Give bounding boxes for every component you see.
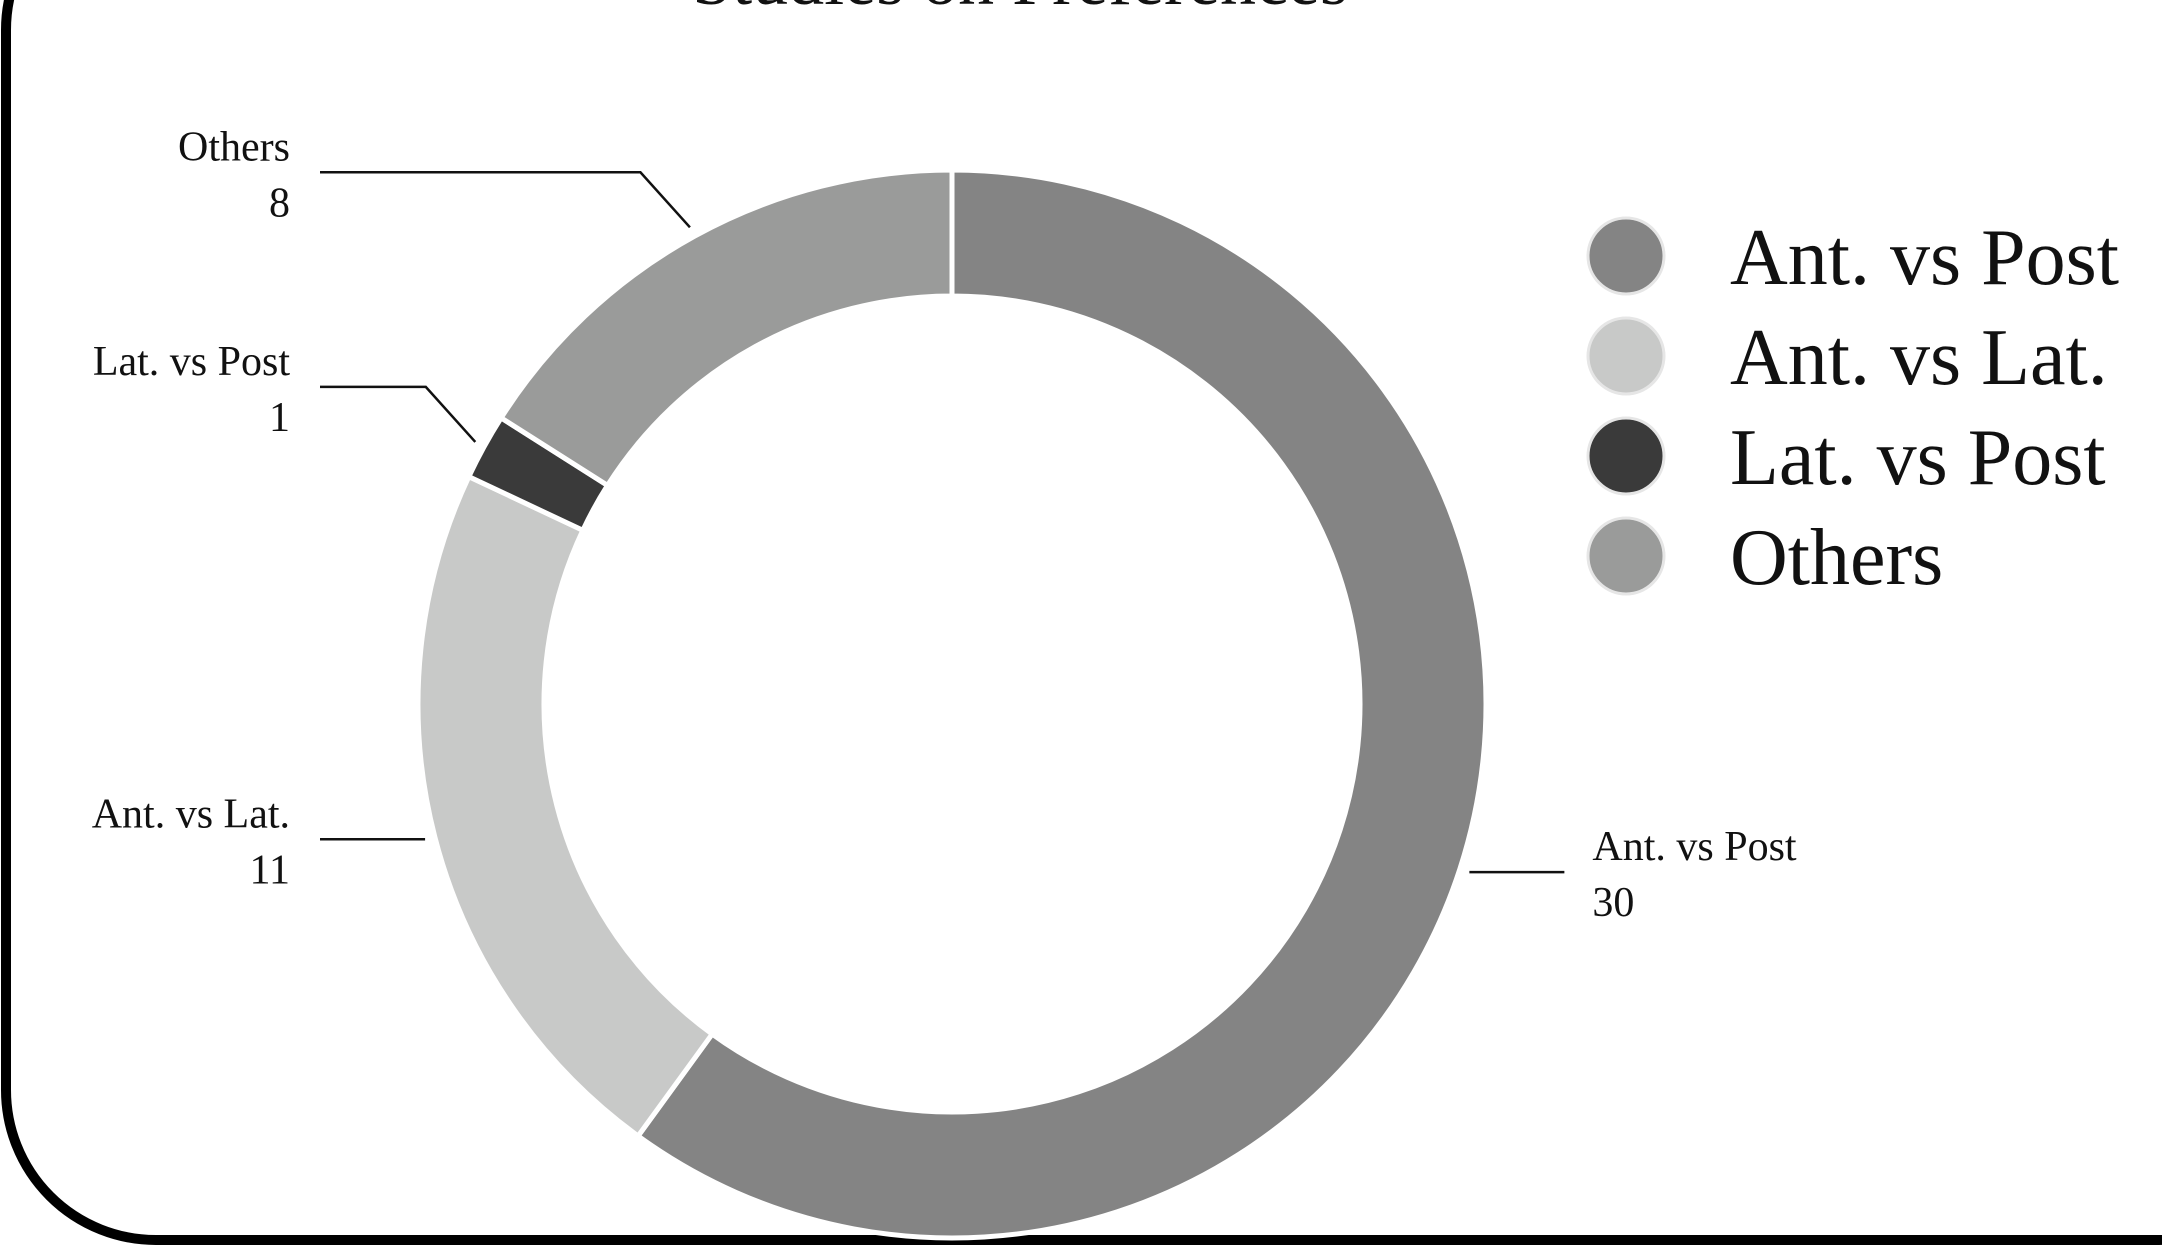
legend-swatch-ant-vs-post: [1586, 216, 1666, 296]
callout-label-others: Others: [178, 124, 290, 170]
callout-value-others: 8: [269, 180, 290, 226]
callout-label-ant-vs-post: Ant. vs Post: [1592, 824, 1797, 870]
legend-swatch-ant-vs-lat: [1586, 316, 1666, 396]
legend-label-lat-vs-post: Lat. vs Post: [1730, 414, 2106, 502]
chart-title: Studies on Preferences: [692, 0, 1348, 20]
legend-swatch-others: [1586, 516, 1666, 596]
callout-label-lat-vs-post: Lat. vs Post: [93, 339, 291, 385]
legend-label-ant-vs-lat: Ant. vs Lat.: [1730, 314, 2108, 402]
slice-ant-vs-lat: [415, 473, 716, 1140]
slice-ant-vs-post: [634, 167, 1489, 1241]
callouts-group: Ant. vs Post 30 Ant. vs Lat. 11 Lat. vs Post…: [92, 124, 1797, 926]
callout-value-ant-vs-lat: 11: [250, 847, 290, 893]
legend-label-ant-vs-post: Ant. vs Post: [1730, 214, 2119, 302]
leader-line-others: [320, 171, 691, 229]
callout-label-ant-vs-lat: Ant. vs Lat.: [92, 791, 290, 837]
callout-value-ant-vs-post: 30: [1592, 880, 1634, 926]
slices-group: [415, 167, 1489, 1241]
slice-others: [497, 167, 955, 489]
leader-line-lat-vs-post: [320, 385, 477, 443]
legend-swatch-lat-vs-post: [1586, 416, 1666, 496]
callout-value-lat-vs-post: 1: [269, 395, 290, 441]
legend-label-others: Others: [1730, 514, 1943, 602]
legend: Ant. vs Post Ant. vs Lat. Lat. vs Post Othe…: [1586, 214, 2119, 602]
